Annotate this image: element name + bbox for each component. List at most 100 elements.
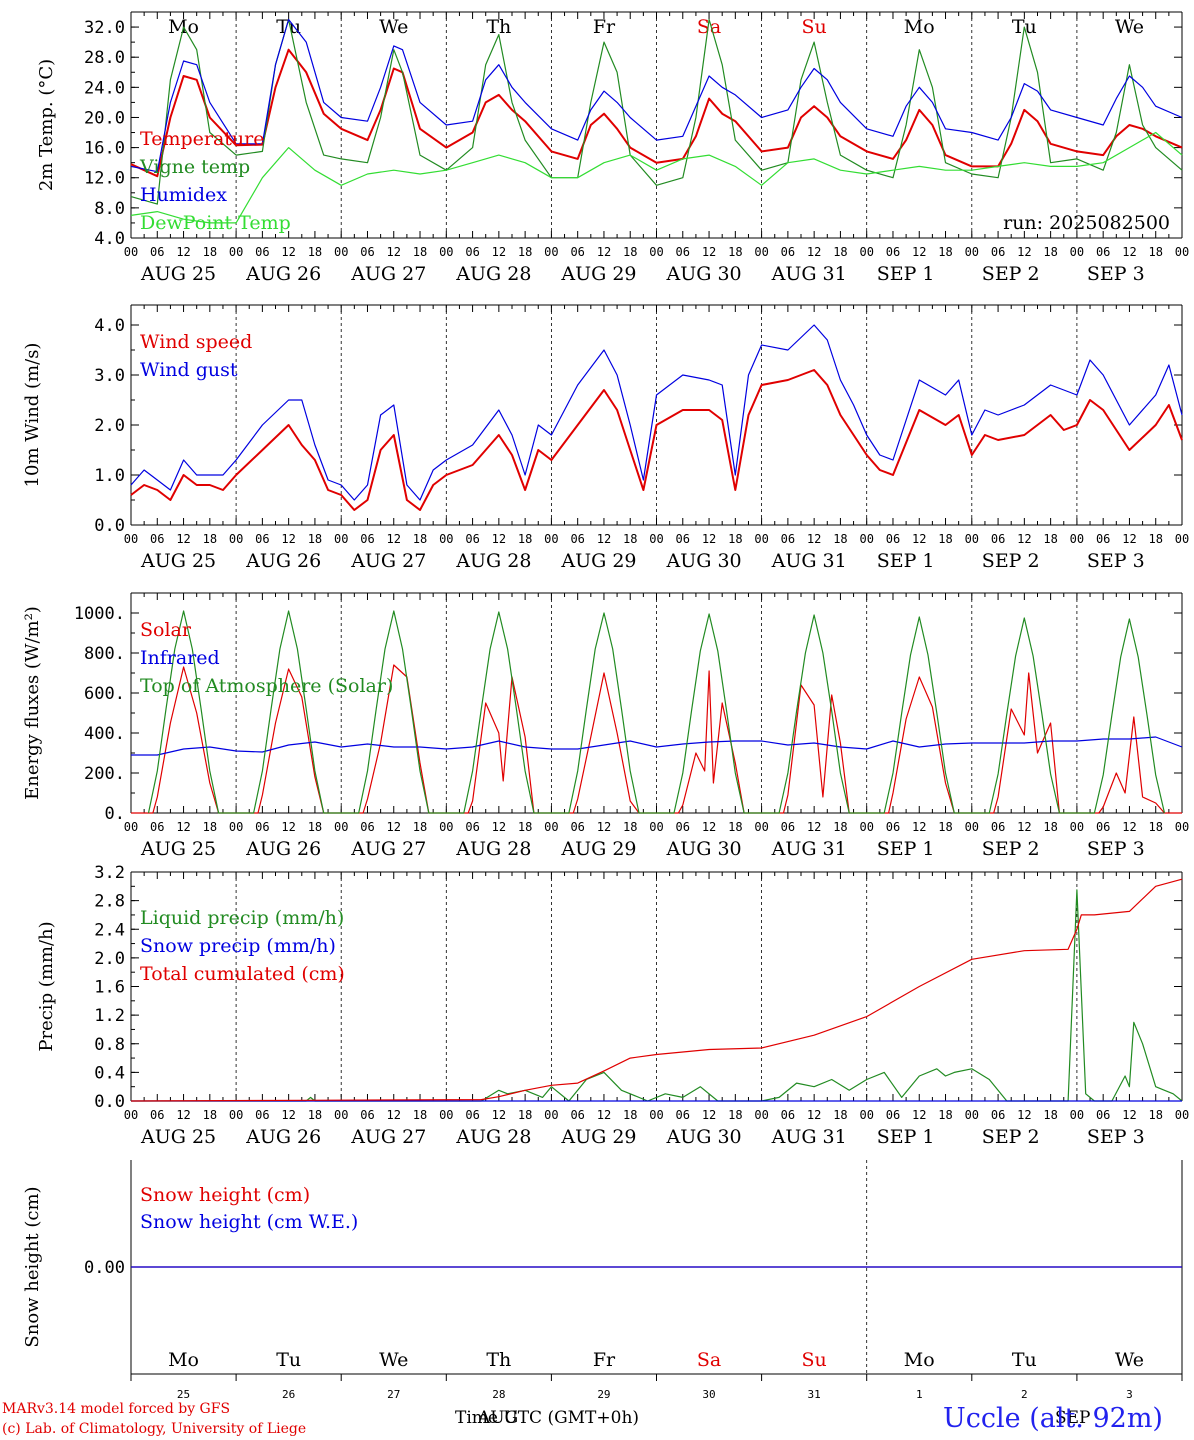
date-label: SEP 2 xyxy=(982,1126,1040,1148)
date-label: SEP 1 xyxy=(877,1126,935,1148)
legend-entry: Humidex xyxy=(140,184,227,206)
hour-tick-label: 12 xyxy=(702,532,716,546)
hour-tick-label: 06 xyxy=(360,532,374,546)
hour-tick-label: 00 xyxy=(334,820,348,834)
y-tick-label: 4.0 xyxy=(94,229,125,249)
time-axis-title: Time UTC (GMT+0h) xyxy=(455,1408,639,1428)
series-line xyxy=(130,369,1183,511)
date-label: SEP 2 xyxy=(982,263,1040,285)
hour-tick-label: 06 xyxy=(465,245,479,259)
hour-tick-label: 12 xyxy=(597,532,611,546)
hour-tick-label: 00 xyxy=(754,820,768,834)
hour-tick-label: 06 xyxy=(1096,1108,1110,1122)
hour-tick-label: 12 xyxy=(597,245,611,259)
y-tick-label: 24.0 xyxy=(84,78,125,98)
date-label: AUG 31 xyxy=(771,1126,847,1148)
hour-tick-label: 06 xyxy=(570,820,584,834)
date-label: AUG 30 xyxy=(666,550,742,572)
day-number-label: 1 xyxy=(916,1388,923,1401)
hour-tick-label: 06 xyxy=(1096,245,1110,259)
legend-entry: Solar xyxy=(140,619,192,641)
hour-tick-label: 00 xyxy=(229,820,243,834)
y-tick-label: 1.0 xyxy=(94,466,125,486)
hour-tick-label: 18 xyxy=(938,245,952,259)
date-label: SEP 3 xyxy=(1087,838,1145,860)
hour-tick-label: 00 xyxy=(439,820,453,834)
hour-tick-label: 12 xyxy=(597,820,611,834)
hour-tick-label: 06 xyxy=(360,245,374,259)
hour-tick-label: 06 xyxy=(570,532,584,546)
hour-tick-label: 06 xyxy=(150,820,164,834)
weekday-label: Tu xyxy=(276,16,301,38)
y-tick-label: 2.4 xyxy=(94,920,125,940)
hour-tick-label: 00 xyxy=(754,1108,768,1122)
hour-tick-label: 18 xyxy=(203,532,217,546)
hour-tick-label: 18 xyxy=(833,532,847,546)
panel-3: 00 06 12 18 00 06 12 18 00 06 12 18 00 06 12 18 00 06 12 18… xyxy=(22,592,1189,860)
hour-tick-label: 12 xyxy=(176,532,190,546)
y-tick-label: 0.0 xyxy=(94,1092,125,1112)
day-number-label: 25 xyxy=(177,1388,190,1401)
y-tick-label: 3.0 xyxy=(94,366,125,386)
date-label: AUG 30 xyxy=(666,838,742,860)
hour-tick-label: 12 xyxy=(176,1108,190,1122)
date-label: SEP 1 xyxy=(877,263,935,285)
date-label: SEP 3 xyxy=(1087,1126,1145,1148)
hour-tick-label: 12 xyxy=(492,532,506,546)
hour-tick-label: 18 xyxy=(518,1108,532,1122)
y-tick-label: 0.8 xyxy=(94,1035,125,1055)
hour-tick-label: 12 xyxy=(281,820,295,834)
hour-tick-label: 00 xyxy=(439,1108,453,1122)
weekday-label: Sa xyxy=(697,16,721,38)
hour-tick-label: 06 xyxy=(465,532,479,546)
hour-tick-label: 18 xyxy=(1043,245,1057,259)
hour-tick-label: 12 xyxy=(1017,1108,1031,1122)
hour-tick-label: 12 xyxy=(912,532,926,546)
hour-tick-label: 00 xyxy=(124,1108,138,1122)
hour-tick-label: 12 xyxy=(387,532,401,546)
hour-tick-label: 12 xyxy=(912,245,926,259)
date-label: AUG 29 xyxy=(560,263,636,285)
hour-tick-label: 00 xyxy=(544,1108,558,1122)
hour-tick-label: 00 xyxy=(649,245,663,259)
hour-tick-label: 00 xyxy=(965,245,979,259)
weekday-label: We xyxy=(1115,1349,1144,1371)
y-tick-label: 1.2 xyxy=(94,1006,125,1026)
hour-tick-label: 18 xyxy=(623,532,637,546)
hour-tick-label: 18 xyxy=(623,820,637,834)
weekday-label: Su xyxy=(802,16,827,38)
hour-tick-label: 00 xyxy=(649,532,663,546)
hour-tick-label: 12 xyxy=(387,820,401,834)
weekday-label: Mo xyxy=(168,1349,199,1371)
hour-tick-label: 18 xyxy=(833,1108,847,1122)
hour-tick-label: 06 xyxy=(781,1108,795,1122)
hour-tick-label: 12 xyxy=(176,820,190,834)
hour-tick-label: 06 xyxy=(360,820,374,834)
hour-tick-label: 12 xyxy=(912,820,926,834)
date-label: SEP 2 xyxy=(982,550,1040,572)
hour-tick-label: 06 xyxy=(991,245,1005,259)
hour-tick-label: 18 xyxy=(1043,532,1057,546)
hour-tick-label: 12 xyxy=(1017,532,1031,546)
day-number-label: 27 xyxy=(387,1388,400,1401)
hour-tick-label: 12 xyxy=(1017,245,1031,259)
y-tick-label: 2.8 xyxy=(94,892,125,912)
hour-tick-label: 06 xyxy=(781,532,795,546)
hour-tick-label: 00 xyxy=(1175,245,1189,259)
weekday-label: Th xyxy=(486,16,511,38)
hour-tick-label: 12 xyxy=(807,245,821,259)
hour-tick-label: 06 xyxy=(781,245,795,259)
hour-tick-label: 12 xyxy=(807,532,821,546)
series-line xyxy=(130,878,1183,1102)
panel-5: 25 26 27 28 29 30 31 1 2 3 Mo Tu We Th Fr Sa Su Mo Tu We 0.0… xyxy=(22,1160,1183,1401)
weekday-label: Sa xyxy=(697,1349,721,1371)
date-label: AUG 31 xyxy=(771,263,847,285)
day-number-label: 29 xyxy=(597,1388,610,1401)
date-label: AUG 28 xyxy=(455,263,531,285)
series-line xyxy=(131,736,1183,756)
legend-entry: Wind gust xyxy=(140,359,238,381)
date-label: AUG 26 xyxy=(245,550,321,572)
hour-tick-label: 00 xyxy=(1175,1108,1189,1122)
hour-tick-label: 06 xyxy=(255,245,269,259)
weekday-label: Mo xyxy=(904,1349,935,1371)
